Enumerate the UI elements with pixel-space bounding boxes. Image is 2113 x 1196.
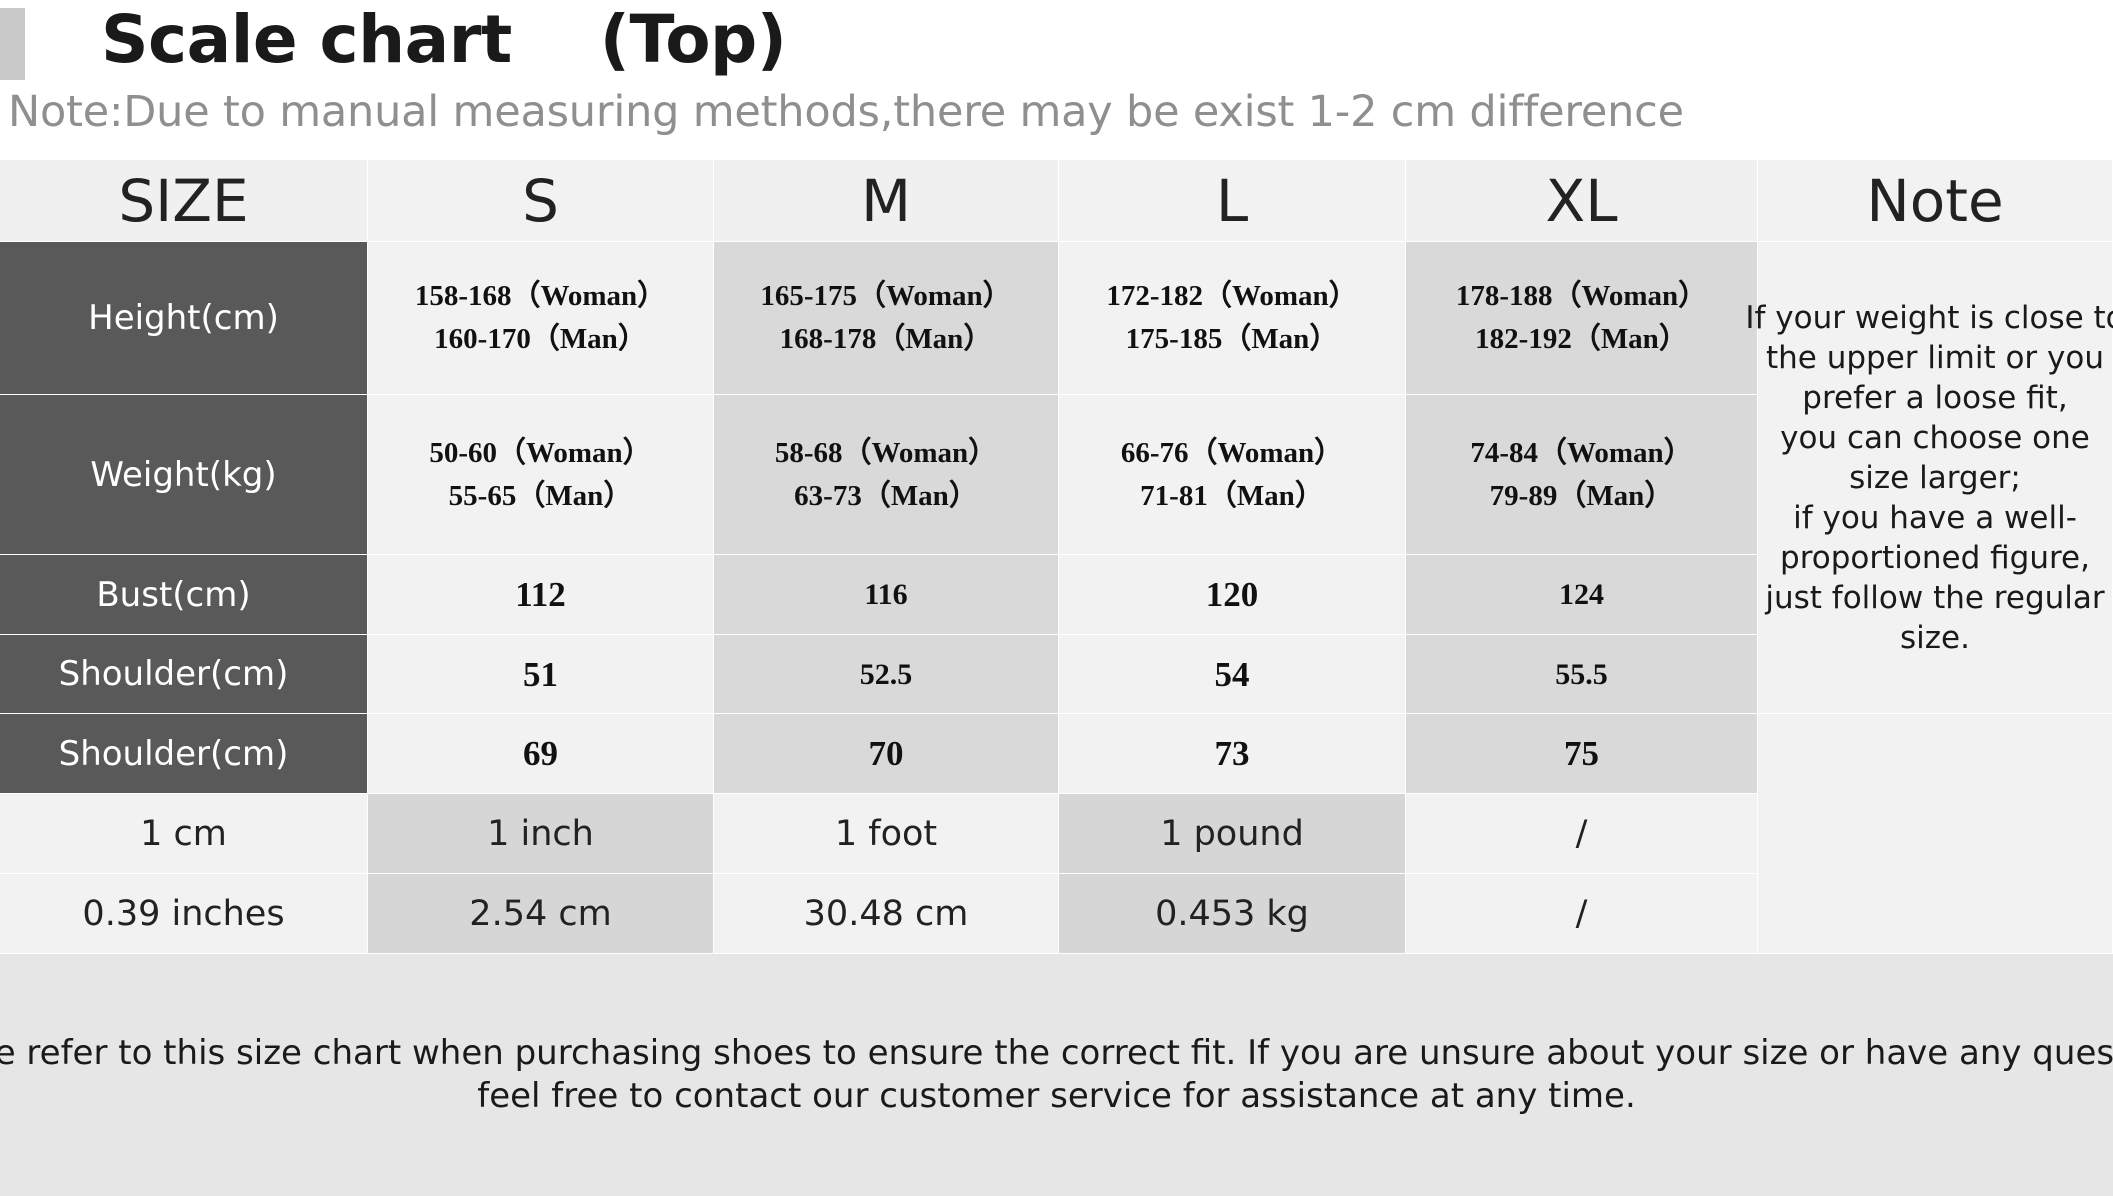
note-line: size larger; [1849,459,2021,496]
shoulder-l: 54 [1059,635,1406,714]
note-line: if you have a well- [1793,499,2077,536]
page-title: Scale chart (Top) [101,1,787,78]
height-l-woman: 172-182（Woman） [1106,280,1358,312]
height-l: 172-182（Woman） 175-185（Man） [1059,242,1406,395]
note-line: proportioned figure, [1780,539,2090,576]
shoulder-m: 52.5 [714,635,1059,714]
height-l-man: 175-185（Man） [1125,323,1339,355]
height-s-woman: 158-168（Woman） [414,280,667,312]
weight-l-woman: 66-76（Woman） [1120,436,1344,469]
footer-line: feel free to contact our customer servic… [477,1076,1636,1116]
note-line: the upper limit or you [1766,339,2104,376]
header-m: M [714,160,1059,242]
weight-s-woman: 50-60（Woman） [429,436,652,469]
weight-m: 58-68（Woman） 63-73（Man） [714,395,1059,555]
row-label-weight: Weight(kg) [0,395,368,555]
note-line: just follow the regular [1765,579,2105,616]
height-m: 165-175（Woman） 168-178（Man） [714,242,1059,395]
note-line: If your weight is close to [1745,299,2113,336]
note-line: size. [1900,619,1970,656]
header-l: L [1059,160,1406,242]
conv-slash-2: / [1406,874,1758,954]
footer-line: Please refer to this size chart when pur… [0,1033,2113,1073]
height-xl: 178-188（Woman） 182-192（Man） [1406,242,1758,395]
measurement-note: Note:Due to manual measuring methods,the… [8,87,1684,137]
shoulder2-m: 70 [714,714,1059,794]
weight-xl-woman: 74-84（Woman） [1470,436,1693,469]
conv-cm: 1 cm [0,794,368,874]
conv-inches-value: 0.39 inches [0,874,368,954]
header-s: S [368,160,714,242]
conv-foot: 1 foot [714,794,1059,874]
conv-slash: / [1406,794,1758,874]
height-m-woman: 165-175（Woman） [760,280,1012,312]
conv-foot-value: 30.48 cm [714,874,1059,954]
row-label-shoulder: Shoulder(cm) [0,635,368,714]
bust-xl: 124 [1406,555,1758,635]
conv-pound: 1 pound [1059,794,1406,874]
conv-inch: 1 inch [368,794,714,874]
shoulder-xl: 55.5 [1406,635,1758,714]
bust-m: 116 [714,555,1059,635]
header-size: SIZE [0,160,368,242]
height-s-man: 160-170（Man） [434,323,647,355]
weight-xl: 74-84（Woman） 79-89（Man） [1406,395,1758,555]
note-line: you can choose one [1780,419,2090,456]
weight-m-man: 63-73（Man） [794,479,978,512]
row-label-shoulder-2: Shoulder(cm) [0,714,368,794]
weight-l: 66-76（Woman） 71-81（Man） [1059,395,1406,555]
weight-l-man: 71-81（Man） [1140,479,1324,512]
bust-s: 112 [368,555,714,635]
fit-advice-note: If your weight is close to the upper lim… [1745,242,2113,714]
header-xl: XL [1406,160,1758,242]
shoulder2-xl: 75 [1406,714,1758,794]
weight-xl-man: 79-89（Man） [1489,479,1674,512]
header-note: Note [1758,160,2113,242]
title-accent-bar [0,8,25,80]
row-label-height: Height(cm) [0,242,368,395]
note-column-filler [1758,714,2113,954]
row-label-bust: Bust(cm) [0,555,368,635]
weight-s: 50-60（Woman） 55-65（Man） [368,395,714,555]
shoulder2-s: 69 [368,714,714,794]
weight-m-woman: 58-68（Woman） [774,436,998,469]
conv-kg-value: 0.453 kg [1059,874,1406,954]
weight-s-man: 55-65（Man） [448,479,633,512]
height-xl-man: 182-192（Man） [1475,323,1688,355]
height-xl-woman: 178-188（Woman） [1455,280,1708,312]
bust-l: 120 [1059,555,1406,635]
height-s: 158-168（Woman） 160-170（Man） [368,242,714,395]
shoulder2-l: 73 [1059,714,1406,794]
size-chart-table: SIZE S M L XL Note Height(cm) 158-168（Wo… [0,160,2113,954]
height-m-man: 168-178（Man） [779,323,993,355]
shoulder-s: 51 [368,635,714,714]
note-line: prefer a loose fit, [1802,379,2068,416]
footer-note: Please refer to this size chart when pur… [0,954,2113,1196]
conv-cm-value: 2.54 cm [368,874,714,954]
